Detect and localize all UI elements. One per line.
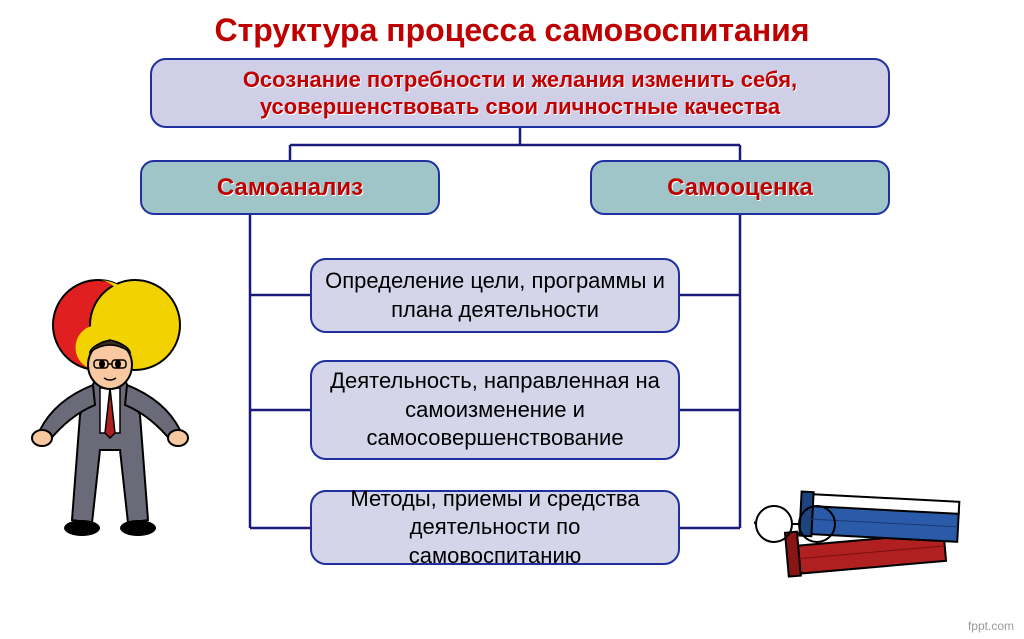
character-decoration [20, 270, 220, 570]
watermark: fppt.com [968, 619, 1014, 633]
root-node: Осознание потребности и желания изменить… [150, 58, 890, 128]
step2-node: Деятельность, направленная на самоизмене… [310, 360, 680, 460]
books-decoration [754, 449, 984, 609]
slide-title: Структура процесса самовоспитания [0, 0, 1024, 57]
step3-node: Методы, приемы и средства деятельности п… [310, 490, 680, 565]
branch-left-node: Самоанализ [140, 160, 440, 215]
step1-node: Определение цели, программы и плана деят… [310, 258, 680, 333]
branch-right-node: Самооценка [590, 160, 890, 215]
